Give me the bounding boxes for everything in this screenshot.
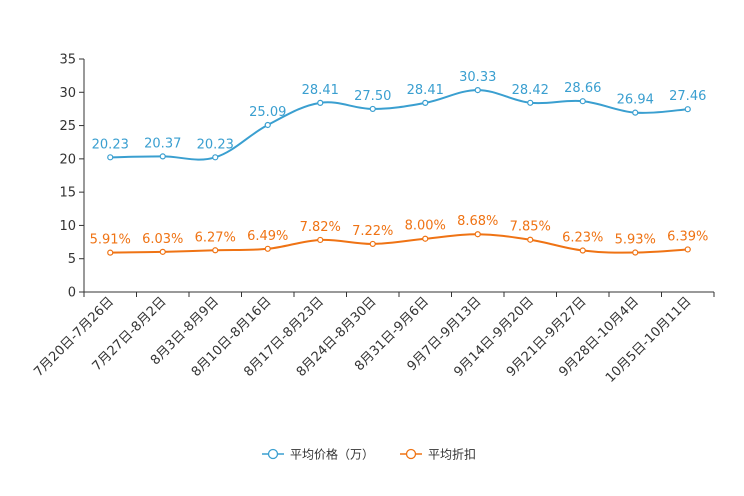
y-tick-label: 0 (68, 286, 76, 301)
series-line (110, 89, 688, 161)
data-label: 20.23 (197, 137, 234, 152)
data-label: 5.93% (615, 233, 656, 248)
legend-label: 平均折扣 (428, 447, 476, 462)
data-point (264, 121, 271, 129)
y-tick-label: 10 (59, 219, 76, 234)
legend-marker-icon (267, 448, 279, 460)
data-label: 27.50 (354, 89, 391, 104)
series-line (110, 233, 688, 254)
data-point (264, 245, 271, 252)
data-label: 6.03% (142, 232, 183, 247)
data-point (422, 99, 429, 106)
data-point (474, 231, 481, 238)
data-label: 7.22% (352, 224, 393, 239)
data-point (474, 86, 481, 94)
data-point (684, 106, 691, 113)
chart-series: 20.23 20.37 20.23 25.09 28.41 27.50 28.41 30.33… (90, 70, 708, 256)
data-point (632, 249, 639, 256)
data-point (527, 99, 534, 106)
series-1: 20.23 20.37 20.23 25.09 28.41 27.50 28.41 30.33… (92, 70, 706, 161)
data-point (159, 153, 166, 160)
data-label: 30.33 (459, 70, 496, 85)
data-label: 20.37 (144, 136, 181, 151)
data-point (159, 248, 166, 255)
data-point (579, 98, 586, 105)
data-label: 28.41 (407, 83, 444, 98)
data-label: 5.91% (90, 233, 131, 248)
data-label: 6.27% (195, 230, 236, 245)
legend-marker-icon (405, 448, 417, 460)
y-tick-label: 15 (59, 186, 76, 201)
data-point (107, 249, 114, 256)
legend-item-2: 平均折扣 (400, 447, 476, 462)
data-point (369, 240, 376, 248)
data-label: 7.82% (300, 220, 341, 235)
data-label: 7.85% (510, 220, 551, 235)
series-2: 5.91% 6.03% 6.27% 6.49% 7.82% 7.22% 8.00% 8.68%… (90, 214, 708, 256)
data-label: 25.09 (249, 105, 286, 120)
data-label: 8.00% (405, 219, 446, 234)
data-point (317, 99, 324, 106)
data-label: 6.23% (562, 231, 603, 246)
y-tick-label: 5 (68, 252, 76, 267)
data-point (212, 247, 219, 254)
data-label: 27.46 (669, 89, 706, 104)
y-tick-label: 30 (59, 86, 76, 101)
legend-label: 平均价格（万） (290, 447, 374, 462)
data-label: 6.39% (667, 229, 708, 244)
data-label: 8.68% (457, 214, 498, 229)
chart-legend: 平均价格（万） 平均折扣 (262, 447, 476, 462)
y-tick-label: 35 (59, 53, 76, 68)
data-point (107, 154, 114, 161)
data-label: 28.66 (564, 81, 601, 96)
data-point (684, 246, 691, 253)
data-point (422, 235, 429, 242)
data-point (579, 247, 586, 254)
data-label: 20.23 (92, 137, 129, 152)
data-label: 6.49% (247, 229, 288, 244)
data-point (632, 109, 639, 116)
legend-item-1: 平均价格（万） (262, 447, 374, 462)
y-tick-label: 25 (59, 119, 76, 134)
data-point (527, 236, 534, 243)
data-label: 26.94 (617, 93, 654, 108)
data-point (317, 236, 324, 244)
data-point (369, 105, 376, 113)
data-point (212, 154, 219, 161)
data-label: 28.41 (302, 83, 339, 98)
data-label: 28.42 (512, 83, 549, 98)
y-tick-label: 20 (59, 152, 76, 167)
